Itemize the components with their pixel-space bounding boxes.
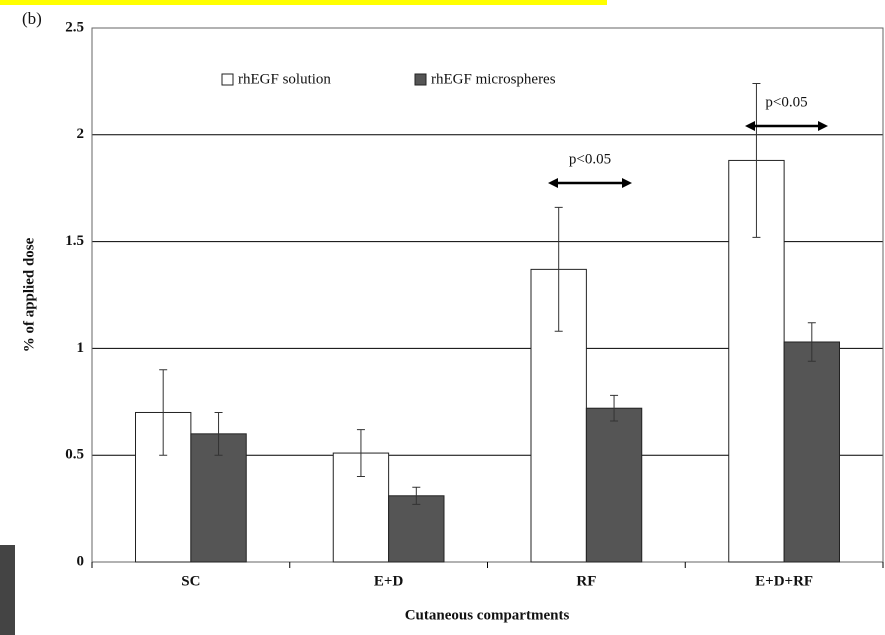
x-tick-label: RF	[576, 573, 596, 589]
bar	[389, 496, 444, 562]
y-tick-label: 1	[77, 340, 85, 356]
bar	[586, 408, 641, 562]
y-tick-label: 0.5	[65, 447, 84, 463]
bar	[784, 342, 839, 562]
y-axis-title: % of applied dose	[21, 237, 37, 352]
panel-label: (b)	[22, 9, 42, 28]
annotation: p<0.05	[569, 151, 611, 167]
legend-swatch	[415, 74, 426, 85]
x-tick-label: SC	[181, 573, 200, 589]
x-tick-label: E+D	[374, 573, 404, 589]
y-tick-label: 2.5	[65, 19, 84, 35]
x-axis-title: Cutaneous compartments	[405, 607, 570, 623]
y-tick-label: 0	[77, 553, 85, 569]
legend-swatch	[222, 74, 233, 85]
y-tick-label: 1.5	[65, 233, 84, 249]
x-tick-label: E+D+RF	[755, 573, 813, 589]
annotation: p<0.05	[765, 94, 807, 110]
highlight-strip	[0, 0, 607, 5]
chart: (b) % of applied dose Cutaneous compartm…	[0, 0, 885, 635]
legend-label: rhEGF microspheres	[431, 71, 556, 87]
legend-label: rhEGF solution	[238, 71, 331, 87]
image-fragment	[0, 545, 15, 635]
y-tick-label: 2	[77, 126, 85, 142]
